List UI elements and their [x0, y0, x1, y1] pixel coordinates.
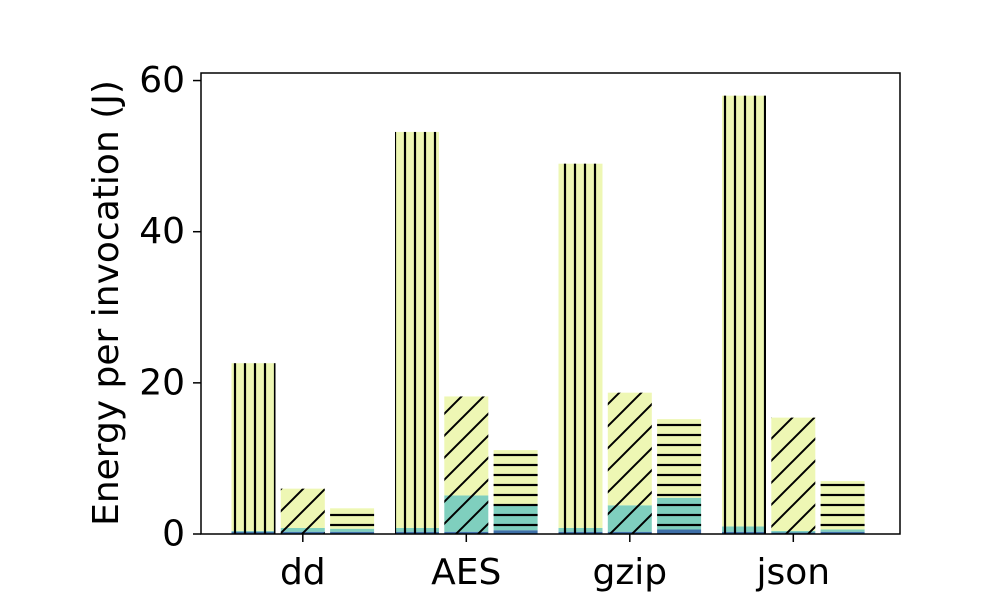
bar-hatch-AES-1 [395, 131, 439, 534]
bar-hatch-gzip-2 [607, 392, 652, 534]
plot-frame [200, 72, 901, 535]
x-axis: dd AES gzip json [280, 534, 830, 593]
x-tick-label: AES [431, 552, 501, 593]
x-tick-label: json [755, 552, 830, 593]
bar-hatch-json-2 [771, 417, 816, 534]
y-tick-label: 40 [139, 211, 185, 252]
y-axis: 0 20 40 60 [139, 60, 201, 555]
bar-hatch-json-1 [722, 95, 766, 535]
bar-hatch-dd-3 [330, 508, 375, 534]
bar-hatch-json-3 [820, 481, 865, 534]
y-tick-label: 20 [139, 362, 185, 403]
y-axis-label: Energy per invocation (J) [86, 80, 127, 526]
bar-hatch-AES-3 [493, 450, 538, 534]
bar-hatch-AES-2 [444, 396, 489, 534]
y-tick-label: 0 [162, 514, 185, 555]
x-tick-label: gzip [592, 552, 667, 593]
x-tick-label: dd [280, 552, 326, 593]
hatch-overlays [231, 95, 865, 535]
bar-hatch-dd-2 [280, 488, 325, 534]
y-tick-label: 60 [139, 60, 185, 101]
bar-hatch-gzip-1 [558, 163, 603, 534]
bar-hatch-gzip-3 [657, 419, 702, 534]
bars-group [231, 95, 865, 534]
bar-hatch-dd-1 [231, 363, 276, 534]
